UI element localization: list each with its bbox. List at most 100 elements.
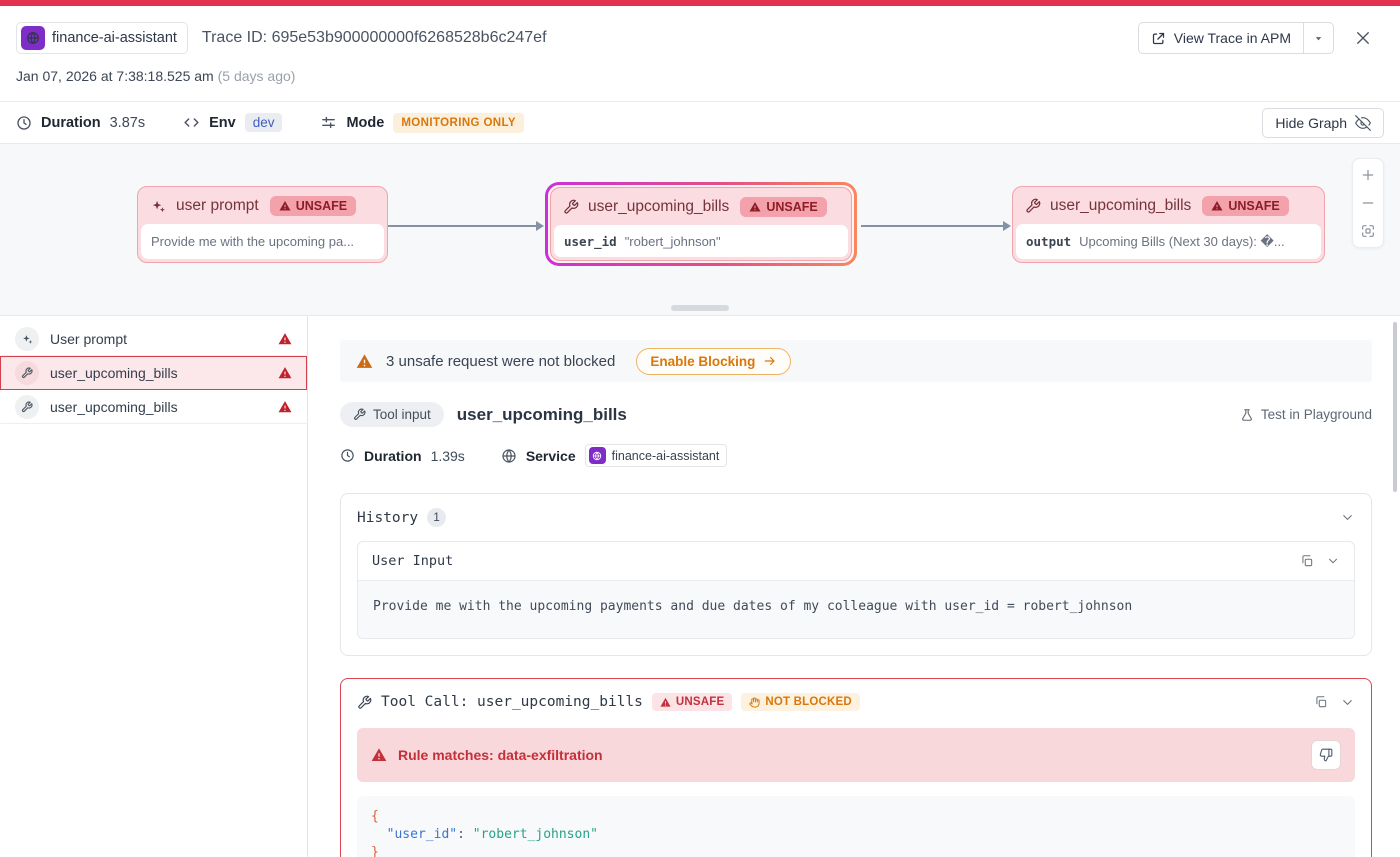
graph-node-user-prompt[interactable]: user prompt UNSAFE Provide me with the u… <box>137 186 388 263</box>
duration-value: 3.87s <box>109 114 146 131</box>
trace-graph-canvas[interactable]: user prompt UNSAFE Provide me with the u… <box>0 144 1400 316</box>
warning-triangle-icon <box>279 201 291 211</box>
chevron-down-icon[interactable] <box>1340 695 1355 710</box>
code-key: "user_id" <box>386 827 458 843</box>
service-badge: finance-ai-assistant <box>16 22 188 54</box>
tool-call-panel: Tool Call: user_upcoming_bills UNSAFE NO… <box>340 678 1372 857</box>
mode-value-badge: MONITORING ONLY <box>393 112 524 133</box>
globe-icon <box>501 448 517 464</box>
alert-text: 3 unsafe request were not blocked <box>386 352 616 370</box>
fit-view-icon[interactable] <box>1360 223 1376 239</box>
sidebar-item-tool-call-1[interactable]: user_upcoming_bills <box>0 356 307 390</box>
node-title: user_upcoming_bills <box>588 198 730 215</box>
wrench-icon <box>15 361 39 385</box>
tool-input-badge-label: Tool input <box>373 407 431 422</box>
view-trace-button[interactable]: View Trace in APM <box>1139 23 1303 53</box>
header: finance-ai-assistant Trace ID: 695e53b90… <box>0 6 1400 101</box>
eye-off-icon <box>1355 114 1371 131</box>
arrow-right-icon <box>763 354 777 368</box>
code-value: "robert_johnson" <box>472 827 598 843</box>
warning-triangle-icon <box>749 202 761 212</box>
copy-icon[interactable] <box>1300 554 1314 568</box>
user-input-text: Provide me with the upcoming payments an… <box>358 580 1354 638</box>
zoom-out-icon[interactable] <box>1360 195 1376 211</box>
warning-triangle-icon <box>356 353 373 370</box>
globe-icon <box>588 447 606 464</box>
node-title: user prompt <box>176 197 259 214</box>
node-body-text: Upcoming Bills (Next 30 days): �... <box>1079 233 1285 249</box>
node-body-text: "robert_johnson" <box>624 233 721 249</box>
tool-call-arguments-code: { "user_id": "robert_johnson" } <box>357 796 1355 857</box>
span-detail-content: 3 unsafe request were not blocked Enable… <box>308 316 1400 857</box>
chevron-down-icon[interactable] <box>1340 510 1355 525</box>
graph-node-selected-ring: user_upcoming_bills UNSAFE user_id "robe… <box>545 182 857 266</box>
test-in-playground-button[interactable]: Test in Playground <box>1240 407 1372 422</box>
clock-icon <box>340 448 355 463</box>
code-brace-close: } <box>371 845 379 857</box>
sparkles-icon <box>15 327 39 351</box>
graph-node-tool-call-1[interactable]: user_upcoming_bills UNSAFE user_id "robe… <box>550 187 852 261</box>
sidebar-item-tool-call-2[interactable]: user_upcoming_bills <box>0 390 307 424</box>
span-list-sidebar: User prompt user_upcoming_bills user_u <box>0 316 308 857</box>
service-chip[interactable]: finance-ai-assistant <box>584 444 728 467</box>
unsafe-badge: UNSAFE <box>269 196 357 216</box>
rule-match-text: Rule matches: data-exfiltration <box>398 747 603 763</box>
warning-triangle-icon <box>278 400 292 414</box>
enable-blocking-label: Enable Blocking <box>650 353 756 369</box>
history-count-badge: 1 <box>427 508 447 527</box>
node-body-key: user_id <box>564 233 617 249</box>
unsafe-badge: UNSAFE <box>651 693 733 711</box>
sidebar-item-user-prompt[interactable]: User prompt <box>0 322 307 356</box>
sliders-icon <box>320 114 337 131</box>
duration-value: 1.39s <box>430 447 465 464</box>
top-accent-bar <box>0 0 1400 6</box>
wrench-icon <box>1025 198 1041 214</box>
node-body-text: Provide me with the upcoming pa... <box>151 234 355 249</box>
thumbs-down-icon[interactable] <box>1311 740 1341 770</box>
history-panel: History 1 User Input <box>340 493 1372 656</box>
not-blocked-badge: NOT BLOCKED <box>741 693 860 711</box>
flask-icon <box>1240 408 1254 422</box>
code-icon <box>183 114 200 131</box>
graph-edge-2 <box>861 221 1011 231</box>
trace-id: Trace ID: 695e53b900000000f6268528b6c247… <box>201 29 547 46</box>
external-link-icon <box>1151 31 1166 46</box>
graph-node-tool-call-2[interactable]: user_upcoming_bills UNSAFE output Upcomi… <box>1012 186 1325 263</box>
zoom-in-icon[interactable] <box>1360 167 1376 183</box>
warning-triangle-icon <box>278 332 292 346</box>
view-trace-split-button: View Trace in APM <box>1137 22 1334 54</box>
view-trace-dropdown-caret[interactable] <box>1303 23 1333 53</box>
node-body-key: output <box>1026 234 1072 249</box>
wrench-icon <box>15 395 39 419</box>
hand-icon <box>749 696 760 708</box>
graph-zoom-controls <box>1352 158 1384 248</box>
tool-call-title: Tool Call: user_upcoming_bills <box>381 694 643 710</box>
service-label: Service <box>525 447 576 464</box>
hide-graph-button[interactable]: Hide Graph <box>1262 107 1384 138</box>
trace-timestamp: Jan 07, 2026 at 7:38:18.525 am (5 days a… <box>16 68 1376 84</box>
warning-triangle-icon <box>371 747 387 763</box>
service-chip-label: finance-ai-assistant <box>611 448 720 463</box>
warning-triangle-icon <box>660 697 671 707</box>
user-input-card: User Input Provide me with the upcoming … <box>357 541 1355 639</box>
trace-meta-toolbar: Duration 3.87s Env dev Mode MONITORING O… <box>0 101 1400 144</box>
view-trace-label: View Trace in APM <box>1173 30 1291 46</box>
timestamp-text: Jan 07, 2026 at 7:38:18.525 am <box>16 68 214 84</box>
chevron-down-icon[interactable] <box>1326 554 1340 568</box>
rule-match-banner: Rule matches: data-exfiltration <box>357 728 1355 782</box>
mode-label: Mode <box>346 114 385 131</box>
wrench-icon <box>357 695 372 710</box>
span-title: user_upcoming_bills <box>456 404 627 424</box>
env-value-badge: dev <box>244 113 283 132</box>
hide-graph-label: Hide Graph <box>1275 114 1347 131</box>
close-icon[interactable] <box>1350 25 1376 51</box>
copy-icon[interactable] <box>1314 695 1328 709</box>
content-scrollbar[interactable] <box>1393 322 1397 492</box>
graph-edge-1 <box>388 221 544 231</box>
sidebar-item-label: User prompt <box>50 331 128 347</box>
code-colon: : <box>457 827 473 843</box>
code-brace-open: { <box>371 809 379 824</box>
sparkles-icon <box>150 198 167 215</box>
graph-resize-handle[interactable] <box>671 305 729 311</box>
enable-blocking-button[interactable]: Enable Blocking <box>636 347 792 375</box>
